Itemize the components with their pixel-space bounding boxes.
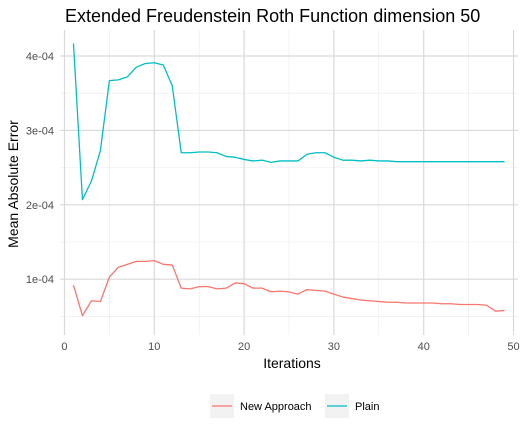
- y-tick-label: 1e-04: [26, 274, 54, 286]
- y-axis-title: Mean Absolute Error: [5, 120, 21, 248]
- x-tick-label: 50: [507, 341, 519, 353]
- y-tick-label: 3e-04: [26, 125, 54, 137]
- y-tick-label: 4e-04: [26, 51, 54, 63]
- x-axis-title: Iterations: [263, 355, 321, 371]
- x-tick-label: 0: [61, 341, 67, 353]
- legend-label-plain: Plain: [355, 401, 379, 413]
- x-tick-label: 10: [148, 341, 160, 353]
- x-tick-label: 40: [418, 341, 430, 353]
- x-tick-label: 20: [238, 341, 250, 353]
- y-tick-label: 2e-04: [26, 200, 54, 212]
- legend-label-new-approach: New Approach: [240, 401, 312, 413]
- x-tick-label: 30: [328, 341, 340, 353]
- chart-title: Extended Freudenstein Roth Function dime…: [65, 6, 480, 26]
